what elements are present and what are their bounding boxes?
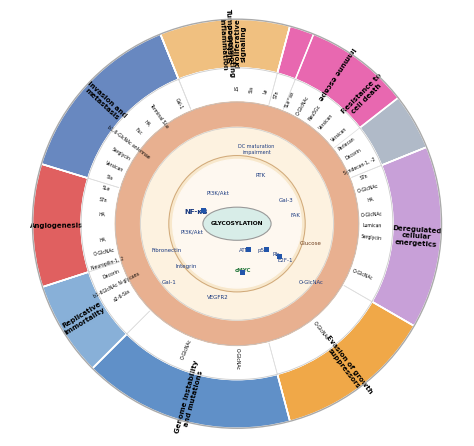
Text: STn: STn: [99, 197, 108, 203]
Text: O-GlcNAc: O-GlcNAc: [93, 247, 116, 256]
Text: Tumor-promoting
inflammation: Tumor-promoting inflammation: [218, 9, 235, 79]
Bar: [201, 207, 206, 213]
Text: Deregulated
cellular
energetics: Deregulated cellular energetics: [392, 225, 442, 248]
Text: SLe: SLe: [101, 185, 111, 192]
Text: Genome instability
and mutations: Genome instability and mutations: [174, 359, 206, 436]
Text: O-GlcNAc: O-GlcNAc: [295, 95, 310, 116]
Wedge shape: [160, 19, 314, 79]
Text: Glucose: Glucose: [300, 241, 322, 246]
Text: Gal-1: Gal-1: [173, 97, 183, 111]
Circle shape: [169, 156, 305, 292]
Bar: [277, 254, 283, 260]
Text: Replicative
immortality: Replicative immortality: [60, 300, 107, 336]
Text: Sustained
proliferative
signaling: Sustained proliferative signaling: [227, 19, 247, 68]
Text: Neu5Gc: Neu5Gc: [307, 104, 322, 122]
Text: DC maturation
impairment: DC maturation impairment: [238, 145, 274, 155]
Text: Fibronectin: Fibronectin: [152, 248, 182, 253]
Text: HA: HA: [99, 211, 105, 217]
Text: Sia: Sia: [248, 85, 254, 93]
Text: PI3K/Akt: PI3K/Akt: [181, 229, 204, 234]
Wedge shape: [295, 34, 427, 165]
Text: Decorin: Decorin: [344, 147, 362, 161]
Text: HA: HA: [366, 197, 374, 203]
Text: Angiogenesis: Angiogenesis: [30, 222, 83, 228]
Text: Sia: Sia: [106, 174, 114, 181]
Text: Gal-1: Gal-1: [162, 280, 176, 285]
Circle shape: [32, 19, 442, 428]
Text: O-GlcNAc: O-GlcNAc: [356, 183, 379, 194]
Text: Rb: Rb: [273, 252, 280, 257]
Text: Serglycin: Serglycin: [110, 146, 131, 161]
Text: Le: Le: [262, 88, 268, 95]
Text: Perlecan: Perlecan: [337, 136, 356, 152]
Text: Immune escape: Immune escape: [317, 46, 356, 101]
Text: NF-κB: NF-κB: [184, 209, 208, 215]
Text: Syndecan-1, -2: Syndecan-1, -2: [343, 157, 376, 176]
Text: Decorin: Decorin: [102, 269, 121, 280]
Wedge shape: [32, 164, 89, 287]
Text: ATM: ATM: [239, 248, 250, 253]
Ellipse shape: [203, 207, 271, 240]
Wedge shape: [115, 102, 359, 346]
Text: Versican: Versican: [318, 113, 334, 130]
Text: Lumican: Lumican: [363, 223, 382, 229]
Text: HA: HA: [99, 237, 106, 243]
Text: STn: STn: [273, 90, 280, 99]
Text: p53: p53: [257, 248, 267, 253]
Circle shape: [141, 127, 333, 320]
Text: HA: HA: [142, 119, 150, 127]
Text: Resistance to
cell death: Resistance to cell death: [341, 73, 388, 120]
Text: Invasion and
metastasis: Invasion and metastasis: [81, 80, 127, 124]
Text: O-GlcNAc: O-GlcNAc: [311, 320, 329, 341]
Wedge shape: [160, 19, 290, 79]
Wedge shape: [41, 34, 179, 178]
Text: O-GlcNAc: O-GlcNAc: [361, 211, 383, 218]
Wedge shape: [92, 334, 290, 428]
Text: Evasion of growth
suppressors: Evasion of growth suppressors: [319, 334, 374, 399]
Text: Integrin: Integrin: [176, 264, 197, 269]
Bar: [240, 270, 246, 275]
Text: Gal-3: Gal-3: [278, 198, 293, 203]
Text: b1-6GlcNAc N-glycans: b1-6GlcNAc N-glycans: [92, 272, 140, 299]
Text: E2F-1: E2F-1: [278, 258, 293, 263]
Text: RTK: RTK: [255, 173, 265, 178]
Bar: [246, 247, 251, 252]
Wedge shape: [43, 272, 127, 368]
Text: a2-6-Sia: a2-6-Sia: [113, 289, 131, 302]
Bar: [264, 247, 269, 252]
Circle shape: [115, 102, 359, 346]
Text: Fuc: Fuc: [133, 127, 143, 136]
Text: O-GlcNAc: O-GlcNAc: [299, 280, 323, 285]
Circle shape: [81, 68, 393, 380]
Text: Versican: Versican: [105, 160, 124, 173]
Text: STn: STn: [359, 173, 369, 181]
Text: PI3K/Akt: PI3K/Akt: [206, 190, 229, 195]
Text: Serglycin: Serglycin: [361, 234, 383, 241]
Text: GLYCOSYLATION: GLYCOSYLATION: [211, 221, 263, 226]
Text: b1,6-GlcNAc antennae: b1,6-GlcNAc antennae: [107, 125, 151, 160]
Wedge shape: [372, 147, 442, 326]
Text: SLe^ax: SLe^ax: [284, 90, 296, 108]
Wedge shape: [277, 301, 414, 421]
Wedge shape: [277, 26, 398, 128]
Text: FAK: FAK: [291, 214, 301, 219]
Text: cMYC: cMYC: [235, 268, 251, 273]
Text: O-GlcNAc: O-GlcNAc: [351, 268, 374, 281]
Circle shape: [173, 159, 301, 288]
Text: Neuropilin-1, 2: Neuropilin-1, 2: [91, 256, 125, 271]
Text: Versican: Versican: [330, 127, 348, 143]
Text: ST: ST: [232, 86, 237, 91]
Text: O-GlcNAc: O-GlcNAc: [180, 338, 193, 360]
Text: O-GlcNAc: O-GlcNAc: [235, 348, 239, 370]
Text: Terminal SLe: Terminal SLe: [148, 103, 169, 129]
Text: VEGFR2: VEGFR2: [207, 295, 228, 300]
